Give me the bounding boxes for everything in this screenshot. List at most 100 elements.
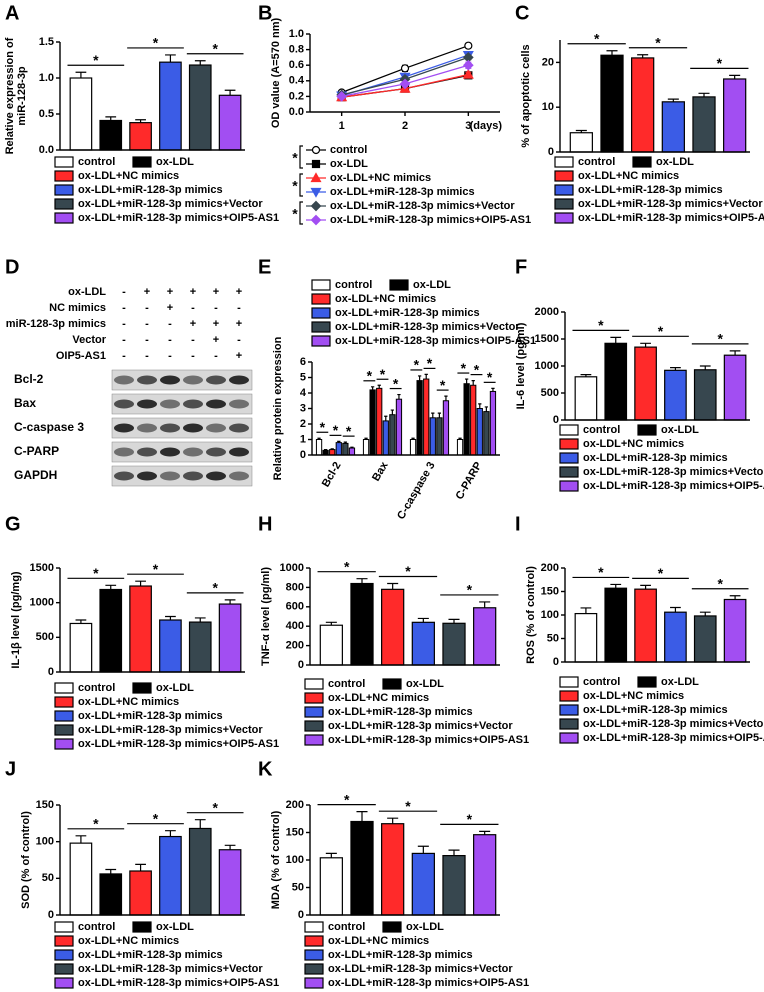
x-tick-label: 1 <box>339 120 345 132</box>
treatment-sign: - <box>191 302 195 314</box>
y-tick-label: 0 <box>300 449 306 461</box>
error-bar <box>729 350 741 356</box>
legend-label: ox-LDL+NC mimics <box>578 170 679 182</box>
y-tick-label: 500 <box>541 387 559 399</box>
y-tick-label: 0 <box>553 656 559 668</box>
protein-label: C-PARP <box>14 444 59 458</box>
bar <box>664 369 687 421</box>
panel-letter: B <box>258 2 272 24</box>
bar <box>574 612 598 663</box>
legend-label: ox-LDL+miR-128-3p mimics <box>78 710 223 722</box>
bar <box>350 820 374 916</box>
protein-label: Bax <box>14 396 36 410</box>
error-bar <box>667 98 679 102</box>
legend-label: ox-LDL+miR-128-3p mimics <box>78 949 223 961</box>
y-tick-label: 400 <box>286 620 304 632</box>
error-bar <box>437 412 442 418</box>
blot-band <box>229 375 249 385</box>
legend-swatch <box>554 184 574 196</box>
bar <box>159 835 182 916</box>
legend-swatch <box>304 678 324 690</box>
bar <box>574 376 598 421</box>
significance-bracket <box>299 145 303 169</box>
bar <box>604 342 628 421</box>
blot-strip <box>111 417 253 439</box>
error-bar <box>464 378 469 384</box>
legend-label: control <box>583 424 620 436</box>
legend-label: ox-LDL+miR-128-3p mimics+OIP5-AS1 <box>330 214 531 226</box>
blot-band <box>183 447 203 457</box>
bar <box>470 384 477 456</box>
y-tick-label: 0 <box>298 909 304 921</box>
significance-label: * <box>467 811 473 827</box>
legend-label: ox-LDL+miR-128-3p mimics+Vector <box>78 198 263 210</box>
blot-band <box>114 399 134 409</box>
marker <box>399 78 411 90</box>
y-tick-label: 4 <box>300 387 307 399</box>
bar <box>159 619 182 673</box>
treatment-sign: - <box>214 350 218 362</box>
y-tick-label: 0 <box>48 666 54 678</box>
significance-label: * <box>414 357 420 373</box>
significance-label: * <box>346 423 352 439</box>
treatment-label: OIP5-AS1 <box>56 350 106 362</box>
bar <box>664 611 687 663</box>
legend-swatch <box>304 706 324 718</box>
blot-band <box>206 471 226 481</box>
significance-label: * <box>717 55 723 71</box>
significance-label: * <box>427 355 433 371</box>
y-axis-label: SOD (% of control) <box>20 811 32 909</box>
legend-swatch <box>54 935 74 947</box>
error-bar <box>165 830 176 837</box>
blot-band <box>206 423 226 433</box>
significance-label: * <box>440 377 446 393</box>
bar <box>395 398 403 456</box>
blot-band <box>229 399 249 409</box>
treatment-sign: + <box>190 318 196 330</box>
error-bar <box>417 845 429 854</box>
treatment-sign: + <box>213 334 219 346</box>
bar <box>423 378 430 456</box>
blot-band <box>137 423 157 433</box>
legend-label: ox-LDL+miR-128-3p mimics <box>578 184 723 196</box>
treatment-sign: - <box>122 302 126 314</box>
x-tick-label: Bcl-2 <box>320 460 344 489</box>
legend-swatch <box>311 279 331 291</box>
error-bar <box>364 437 368 440</box>
legend-label: ox-LDL+miR-128-3p mimics+Vector <box>78 724 263 736</box>
significance-label: * <box>153 561 159 577</box>
x-tick-label: C-caspase 3 <box>395 460 438 522</box>
bar <box>218 603 242 673</box>
legend-label: ox-LDL <box>413 279 451 291</box>
legend-label: ox-LDL+NC mimics <box>328 935 429 947</box>
bar <box>69 77 93 151</box>
legend-swatch <box>554 212 574 224</box>
protein-label: C-caspase 3 <box>14 420 84 434</box>
treatment-sign: + <box>236 286 242 298</box>
legend-label: ox-LDL <box>156 156 194 168</box>
significance-label: * <box>212 580 218 596</box>
bar <box>723 598 747 663</box>
legend-swatch <box>559 424 579 436</box>
bar <box>319 857 343 916</box>
legend-label: ox-LDL+miR-128-3p mimics+Vector <box>328 963 513 975</box>
bar <box>473 607 497 666</box>
blot-strip <box>111 465 253 487</box>
y-axis-label: miR-128-3p <box>16 66 28 126</box>
legend-swatch <box>311 335 331 347</box>
treatment-sign: - <box>145 302 149 314</box>
legend-swatch <box>382 678 402 690</box>
panel-letter: D <box>5 256 19 278</box>
bar <box>483 411 490 456</box>
panel-letter: G <box>5 513 21 535</box>
significance-label: * <box>93 565 99 581</box>
significance-label: * <box>461 360 467 376</box>
legend-swatch <box>311 293 331 305</box>
significance-bracket <box>299 173 303 197</box>
legend-swatch <box>54 710 74 722</box>
legend-label: ox-LDL+miR-128-3p mimics+OIP5-AS1 <box>578 212 764 224</box>
protein-label: GAPDH <box>14 468 57 482</box>
significance-label: * <box>292 150 298 166</box>
bar <box>382 420 389 456</box>
bar <box>342 442 349 456</box>
